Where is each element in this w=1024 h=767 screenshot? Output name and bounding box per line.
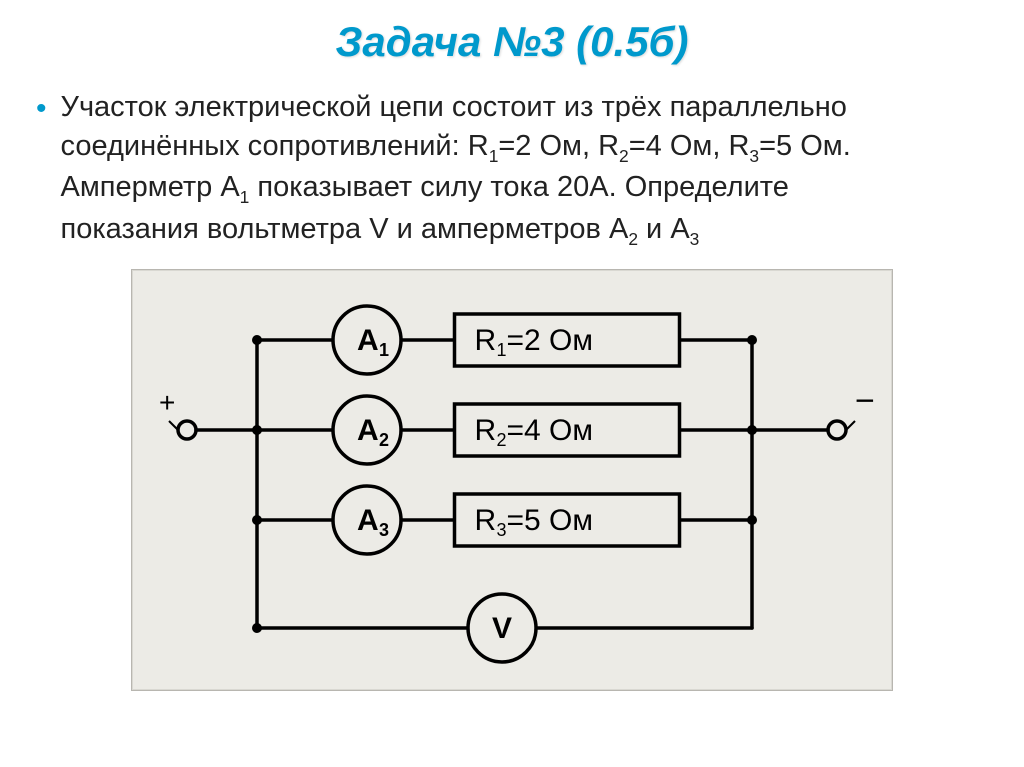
svg-text:3: 3 bbox=[379, 520, 389, 540]
svg-text:1: 1 bbox=[379, 340, 389, 360]
svg-text:1: 1 bbox=[497, 340, 507, 360]
svg-text:A: A bbox=[357, 324, 379, 357]
circuit-svg: +−A1A2A3VR1=2 ОмR2=4 ОмR3=5 Ом bbox=[132, 270, 892, 690]
svg-text:R: R bbox=[475, 414, 497, 447]
svg-text:2: 2 bbox=[379, 430, 389, 450]
text-frag: и A bbox=[638, 213, 690, 245]
text-frag: показания вольтметра V и амперметров A bbox=[61, 213, 629, 245]
svg-text:A: A bbox=[357, 414, 379, 447]
slide-title: Задача №3 (0.5б) bbox=[0, 18, 1024, 66]
circuit-diagram: +−A1A2A3VR1=2 ОмR2=4 ОмR3=5 Ом bbox=[131, 269, 893, 691]
text-frag: показывает силу тока 20А. Определите bbox=[249, 171, 789, 203]
svg-text:=5 Ом: =5 Ом bbox=[507, 504, 594, 537]
svg-text:3: 3 bbox=[497, 520, 507, 540]
svg-text:=4 Ом: =4 Ом bbox=[507, 414, 594, 447]
text-frag: соединённых сопротивлений: R bbox=[61, 130, 489, 162]
text-frag: =4 Ом, R bbox=[629, 130, 750, 162]
svg-text:R: R bbox=[475, 504, 497, 537]
subscript: 3 bbox=[749, 146, 759, 166]
text-frag: =2 Ом, R bbox=[498, 130, 619, 162]
svg-text:V: V bbox=[492, 612, 512, 645]
subscript: 1 bbox=[489, 146, 499, 166]
bullet-icon: • bbox=[36, 94, 47, 124]
subscript: 1 bbox=[240, 187, 250, 207]
slide: Задача №3 (0.5б) • Участок электрической… bbox=[0, 0, 1024, 767]
text-frag: =5 Ом. bbox=[759, 130, 851, 162]
svg-text:−: − bbox=[855, 382, 875, 420]
subscript: 2 bbox=[628, 229, 638, 249]
svg-text:=2 Ом: =2 Ом bbox=[507, 324, 594, 357]
problem-body: • Участок электрической цепи состоит из … bbox=[0, 88, 1024, 251]
problem-text: Участок электрической цепи состоит из тр… bbox=[61, 88, 851, 251]
svg-text:2: 2 bbox=[497, 430, 507, 450]
svg-text:A: A bbox=[357, 504, 379, 537]
text-frag: Амперметр A bbox=[61, 171, 240, 203]
subscript: 3 bbox=[690, 229, 700, 249]
svg-text:+: + bbox=[159, 387, 175, 418]
text-frag: Участок электрической цепи состоит из тр… bbox=[61, 91, 847, 123]
svg-text:R: R bbox=[475, 324, 497, 357]
subscript: 2 bbox=[619, 146, 629, 166]
